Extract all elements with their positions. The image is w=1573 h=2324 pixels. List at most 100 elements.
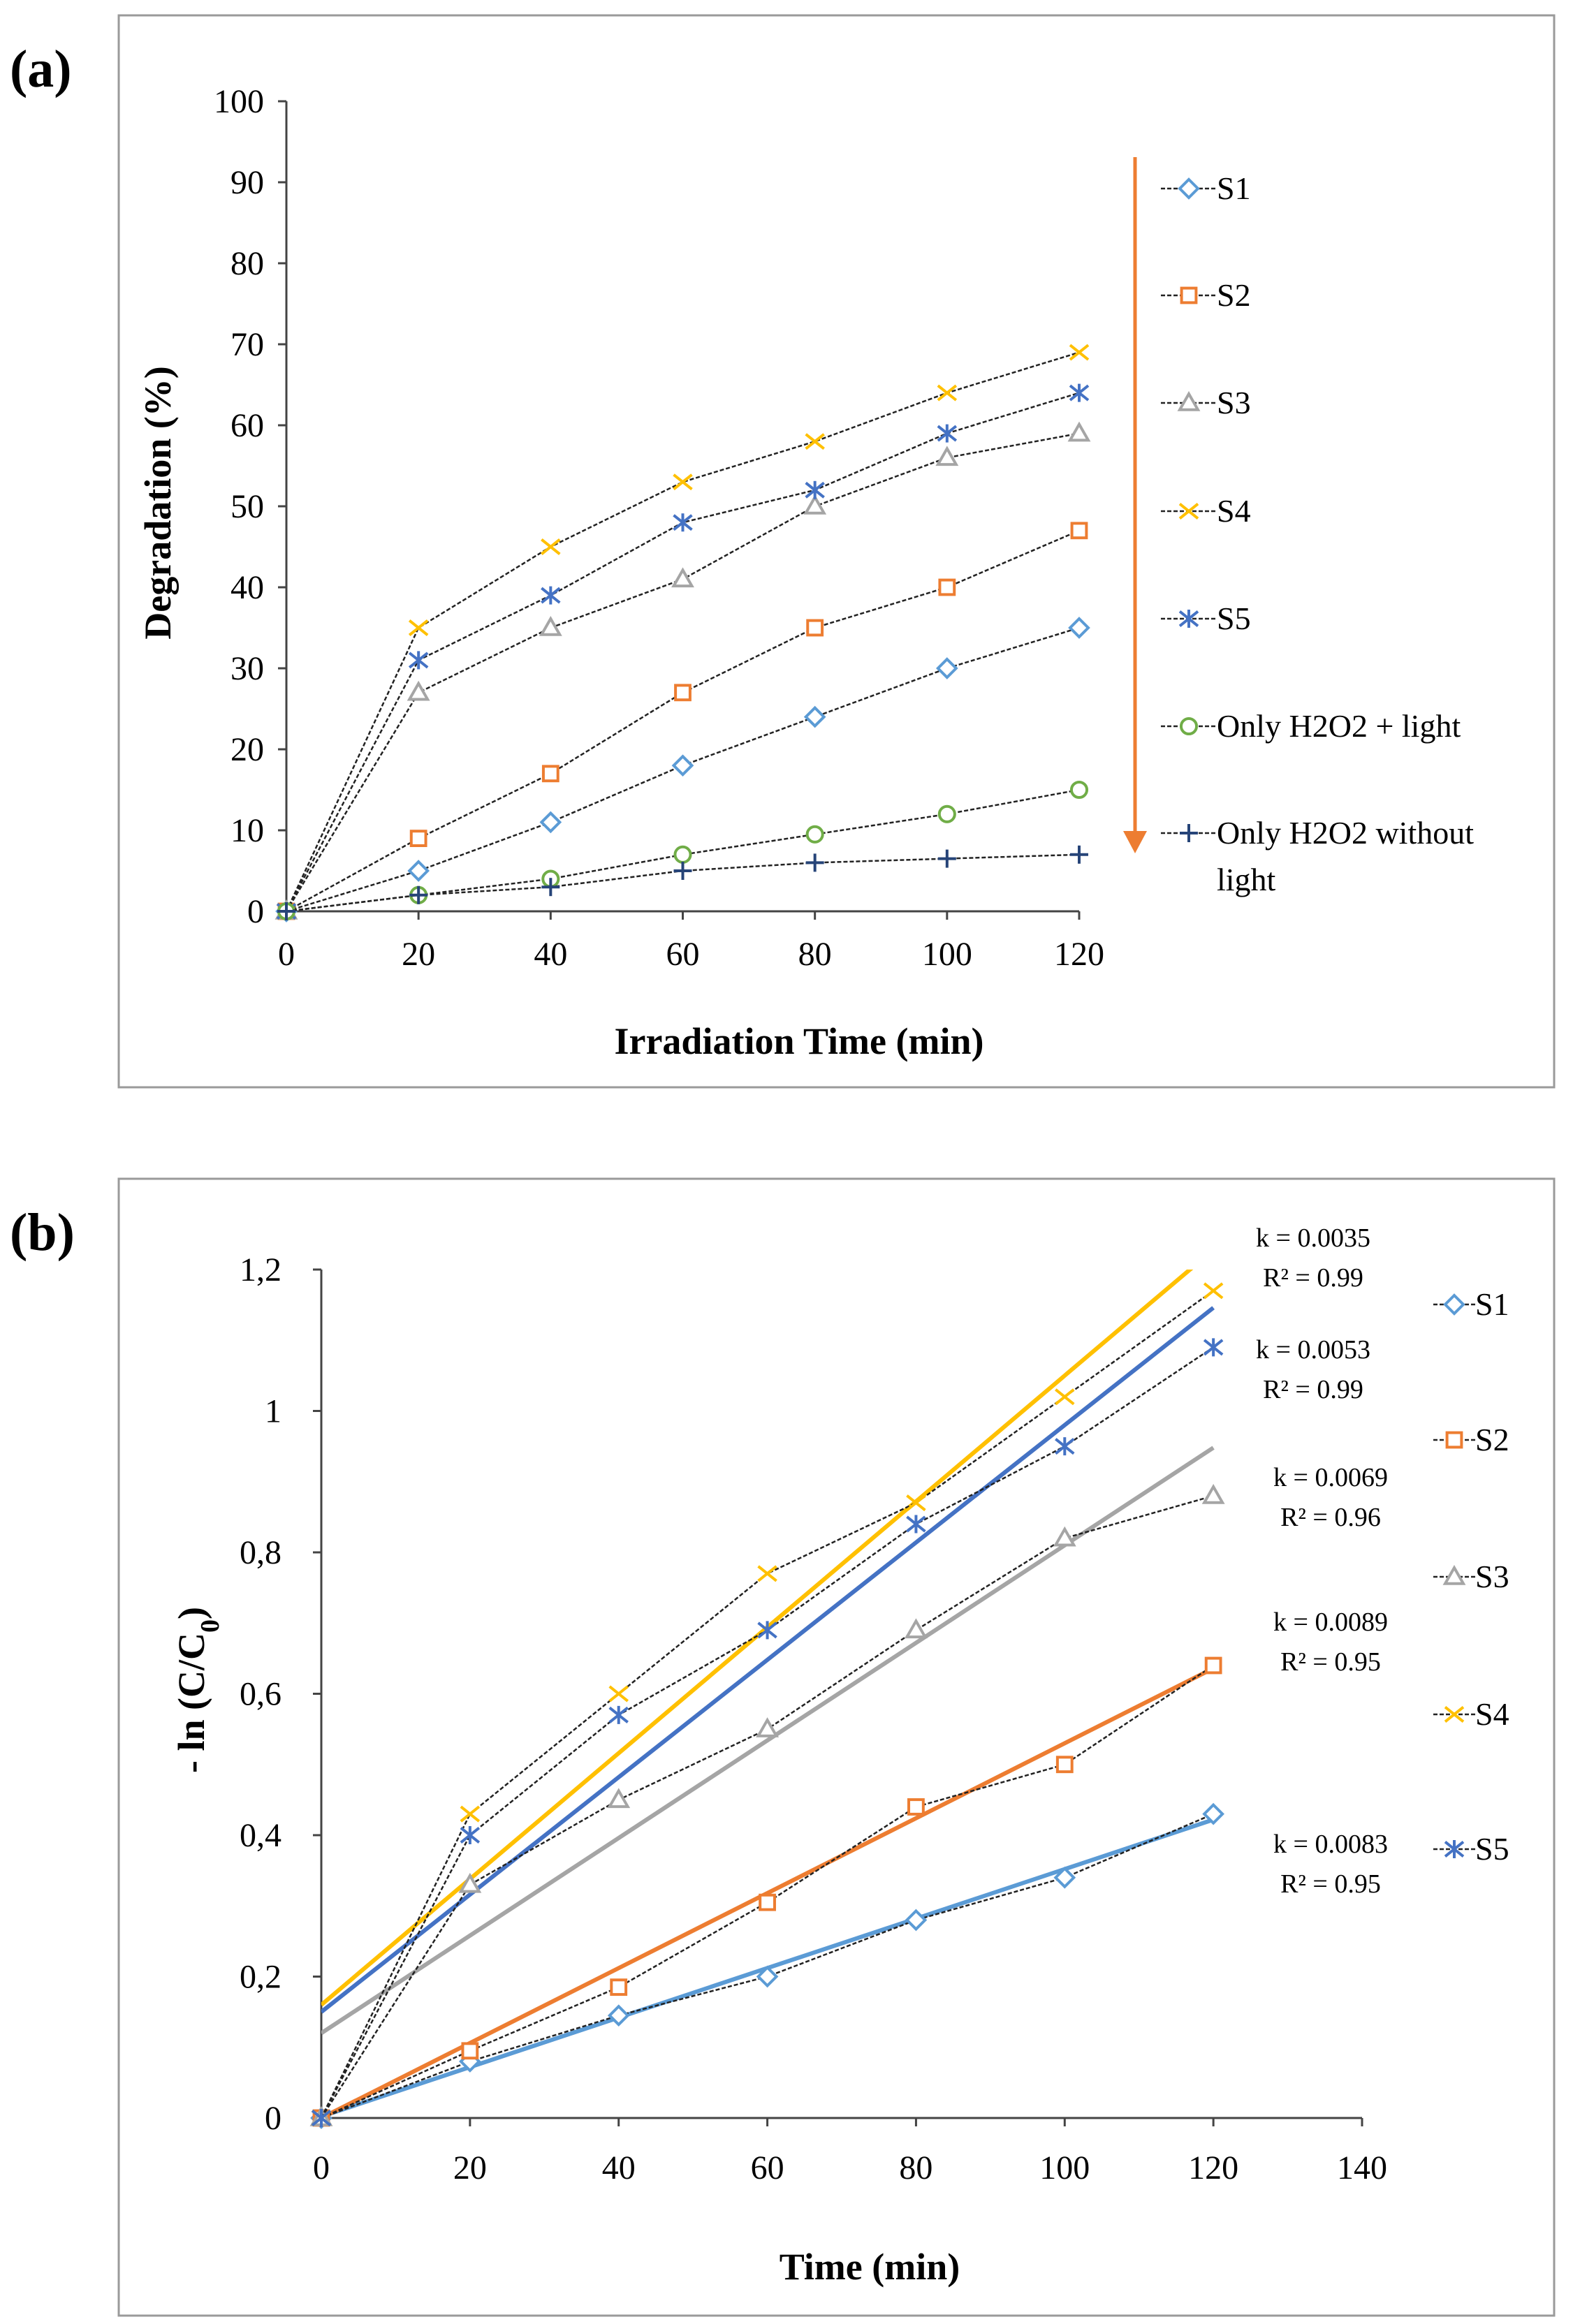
panel-b-annotation-r2: R² = 0.99 — [1263, 1263, 1363, 1293]
panel-a-point-only-h2o2-light — [673, 845, 692, 864]
panel-a-point-s1 — [671, 754, 694, 777]
panel-b-annotation-k: k = 0.0089 — [1273, 1608, 1388, 1637]
panel-b-point-s4 — [906, 1494, 926, 1512]
panel-b-x-tick-label: 40 — [602, 2149, 636, 2186]
panel-b-y-axis-title-close: ) — [170, 1607, 212, 1619]
panel-a-x-tick-label: 0 — [278, 936, 295, 973]
panel-a-legend-label-s2: S2 — [1217, 277, 1251, 313]
panel-b-point-s3 — [1053, 1526, 1076, 1547]
panel-a-point-s4 — [1069, 344, 1090, 361]
panel-b-point-s2 — [907, 1798, 925, 1816]
panel-a-line-s4 — [285, 351, 1080, 912]
panel-a-y-axis-title: Degradation (%) — [137, 366, 179, 639]
panel-a-point-s2 — [806, 619, 824, 637]
panel-a-line-s3 — [285, 432, 1080, 912]
panel-b-y-tick-label: 0 — [265, 2100, 281, 2137]
panel-a-legend-marker-s4 — [1178, 503, 1199, 520]
panel-a-y-tick-label: 90 — [231, 164, 264, 201]
panel-b-y-tick-label: 0,2 — [240, 1959, 281, 1996]
panel-b-point-s1 — [756, 1965, 779, 1988]
panel-a-point-s5 — [805, 480, 825, 499]
panel-a-point-s3 — [935, 446, 959, 466]
panel-a-point-s1 — [803, 705, 826, 728]
panel-a-point-s1 — [539, 811, 562, 834]
panel-b-point-s4 — [1055, 1388, 1075, 1406]
panel-b-series — [309, 1270, 1225, 2129]
panel-b-y-tick-label: 0,8 — [240, 1534, 281, 1571]
panel-a-legend-label-only-h2o2-light: Only H2O2 + light — [1217, 708, 1461, 744]
panel-a-legend-label-s5: S5 — [1217, 601, 1251, 636]
panel-a-point-s4 — [805, 433, 825, 450]
panel-a-x-tick-label: 60 — [666, 936, 700, 973]
panel-b-legend-label-s3: S3 — [1475, 1559, 1509, 1594]
panel-a-point-s1 — [1068, 617, 1090, 639]
panel-a-legend: S1 S2 S3 S4 S5 Only H2O2 + light Only H2O2 wit… — [1123, 157, 1474, 897]
panel-b-legend-marker-s3 — [1442, 1564, 1466, 1585]
panel-a-point-s3 — [1067, 421, 1091, 442]
panel-a-legend-marker-s3 — [1177, 390, 1201, 411]
panel-a-legend-label-s1: S1 — [1217, 170, 1251, 206]
panel-a-x-tick-label: 40 — [534, 936, 567, 973]
panel-b-x-tick-label: 120 — [1188, 2149, 1238, 2186]
panel-a-legend-marker-s5 — [1178, 610, 1199, 628]
panel-a-point-only-h2o2-light — [805, 825, 824, 844]
panel-b-legend-label-s2: S2 — [1475, 1422, 1509, 1457]
panel-b-point-s2 — [1204, 1656, 1222, 1675]
panel-b-point-s4-stroke-2 — [460, 1805, 481, 1823]
panel-a-legend-marker-only-h2o2-without-light — [1180, 824, 1198, 842]
panel-b-label: (b) — [10, 1203, 75, 1262]
panel-a-y-tick-label: 60 — [231, 407, 264, 444]
panel-a-legend-arrow-head — [1123, 831, 1147, 853]
panel-b-point-s1 — [1053, 1866, 1076, 1889]
panel-a-y-tick-label: 30 — [231, 650, 264, 687]
panel-b-annotation-r2: R² = 0.96 — [1280, 1503, 1381, 1532]
panel-b-point-s4 — [608, 1685, 629, 1702]
panel-b-point-s1 — [1202, 1802, 1224, 1825]
panel-b-legend-label-s4: S4 — [1475, 1696, 1509, 1732]
panel-b-point-s3 — [607, 1788, 631, 1809]
panel-b-legend-marker-s1 — [1443, 1293, 1465, 1316]
panel-a-point-s2 — [1070, 522, 1088, 540]
panel-a-legend-label-s4: S4 — [1217, 493, 1251, 529]
panel-b-point-s4-stroke-2 — [906, 1494, 926, 1512]
panel-a: (a) 0 10 20 30 40 50 60 70 80 90 100 0 20 40 60 80 100 12… — [10, 14, 1556, 1089]
panel-a-legend-marker-s4-stroke-2 — [1178, 503, 1199, 520]
panel-a-x-tick-label: 80 — [798, 936, 832, 973]
panel-a-series — [275, 344, 1091, 922]
panel-b-legend-marker-s4 — [1444, 1706, 1465, 1723]
panel-a-point-s2 — [409, 830, 427, 847]
panel-a-x-tick-label: 120 — [1054, 936, 1104, 973]
panel-b-point-s4 — [460, 1805, 481, 1823]
panel-b-legend-marker-s4-stroke-2 — [1444, 1706, 1465, 1723]
panel-a-frame — [117, 14, 1556, 1089]
panel-b-point-s5 — [1203, 1338, 1224, 1357]
panel-a-point-s4-stroke-2 — [805, 433, 825, 450]
panel-a-point-only-h2o2-without-light — [937, 849, 956, 868]
panel-a-point-s2 — [541, 765, 559, 783]
panel-a-line-s5 — [285, 392, 1080, 912]
panel-a-y-tick-label: 80 — [231, 245, 264, 282]
panel-b-trendline-s5 — [321, 1306, 1215, 2014]
panel-b-point-s2 — [1055, 1756, 1074, 1774]
panel-a-point-s5 — [673, 513, 693, 532]
panel-a-point-s3 — [671, 567, 694, 588]
panel-a-y-tick-label: 40 — [231, 569, 264, 606]
panel-b-line-s3 — [320, 1494, 1214, 2119]
panel-b-legend-label-s5: S5 — [1475, 1831, 1509, 1867]
panel-b-legend-marker-s5 — [1444, 1840, 1465, 1858]
panel-a-legend-label-s3: S3 — [1217, 385, 1251, 420]
panel-a-point-s4-stroke-2 — [408, 619, 429, 636]
panel-b-y-tick-label: 0,6 — [240, 1676, 281, 1713]
panel-a-point-s2 — [674, 684, 692, 702]
panel-a-y-tick-label: 100 — [214, 83, 264, 120]
panel-a-point-only-h2o2-without-light — [409, 885, 428, 904]
panel-a-legend-marker-only-h2o2-light — [1179, 716, 1199, 736]
panel-a-point-only-h2o2-light — [937, 804, 956, 823]
panel-b-annotation-k: k = 0.0053 — [1256, 1335, 1370, 1365]
panel-a-point-s4-stroke-2 — [937, 384, 958, 402]
panel-a-point-s4 — [541, 538, 561, 555]
panel-b-legend-label-s1: S1 — [1475, 1286, 1509, 1322]
panel-a-y-tick-label: 70 — [231, 326, 264, 363]
panel-a-y-tick-label: 10 — [231, 812, 264, 849]
